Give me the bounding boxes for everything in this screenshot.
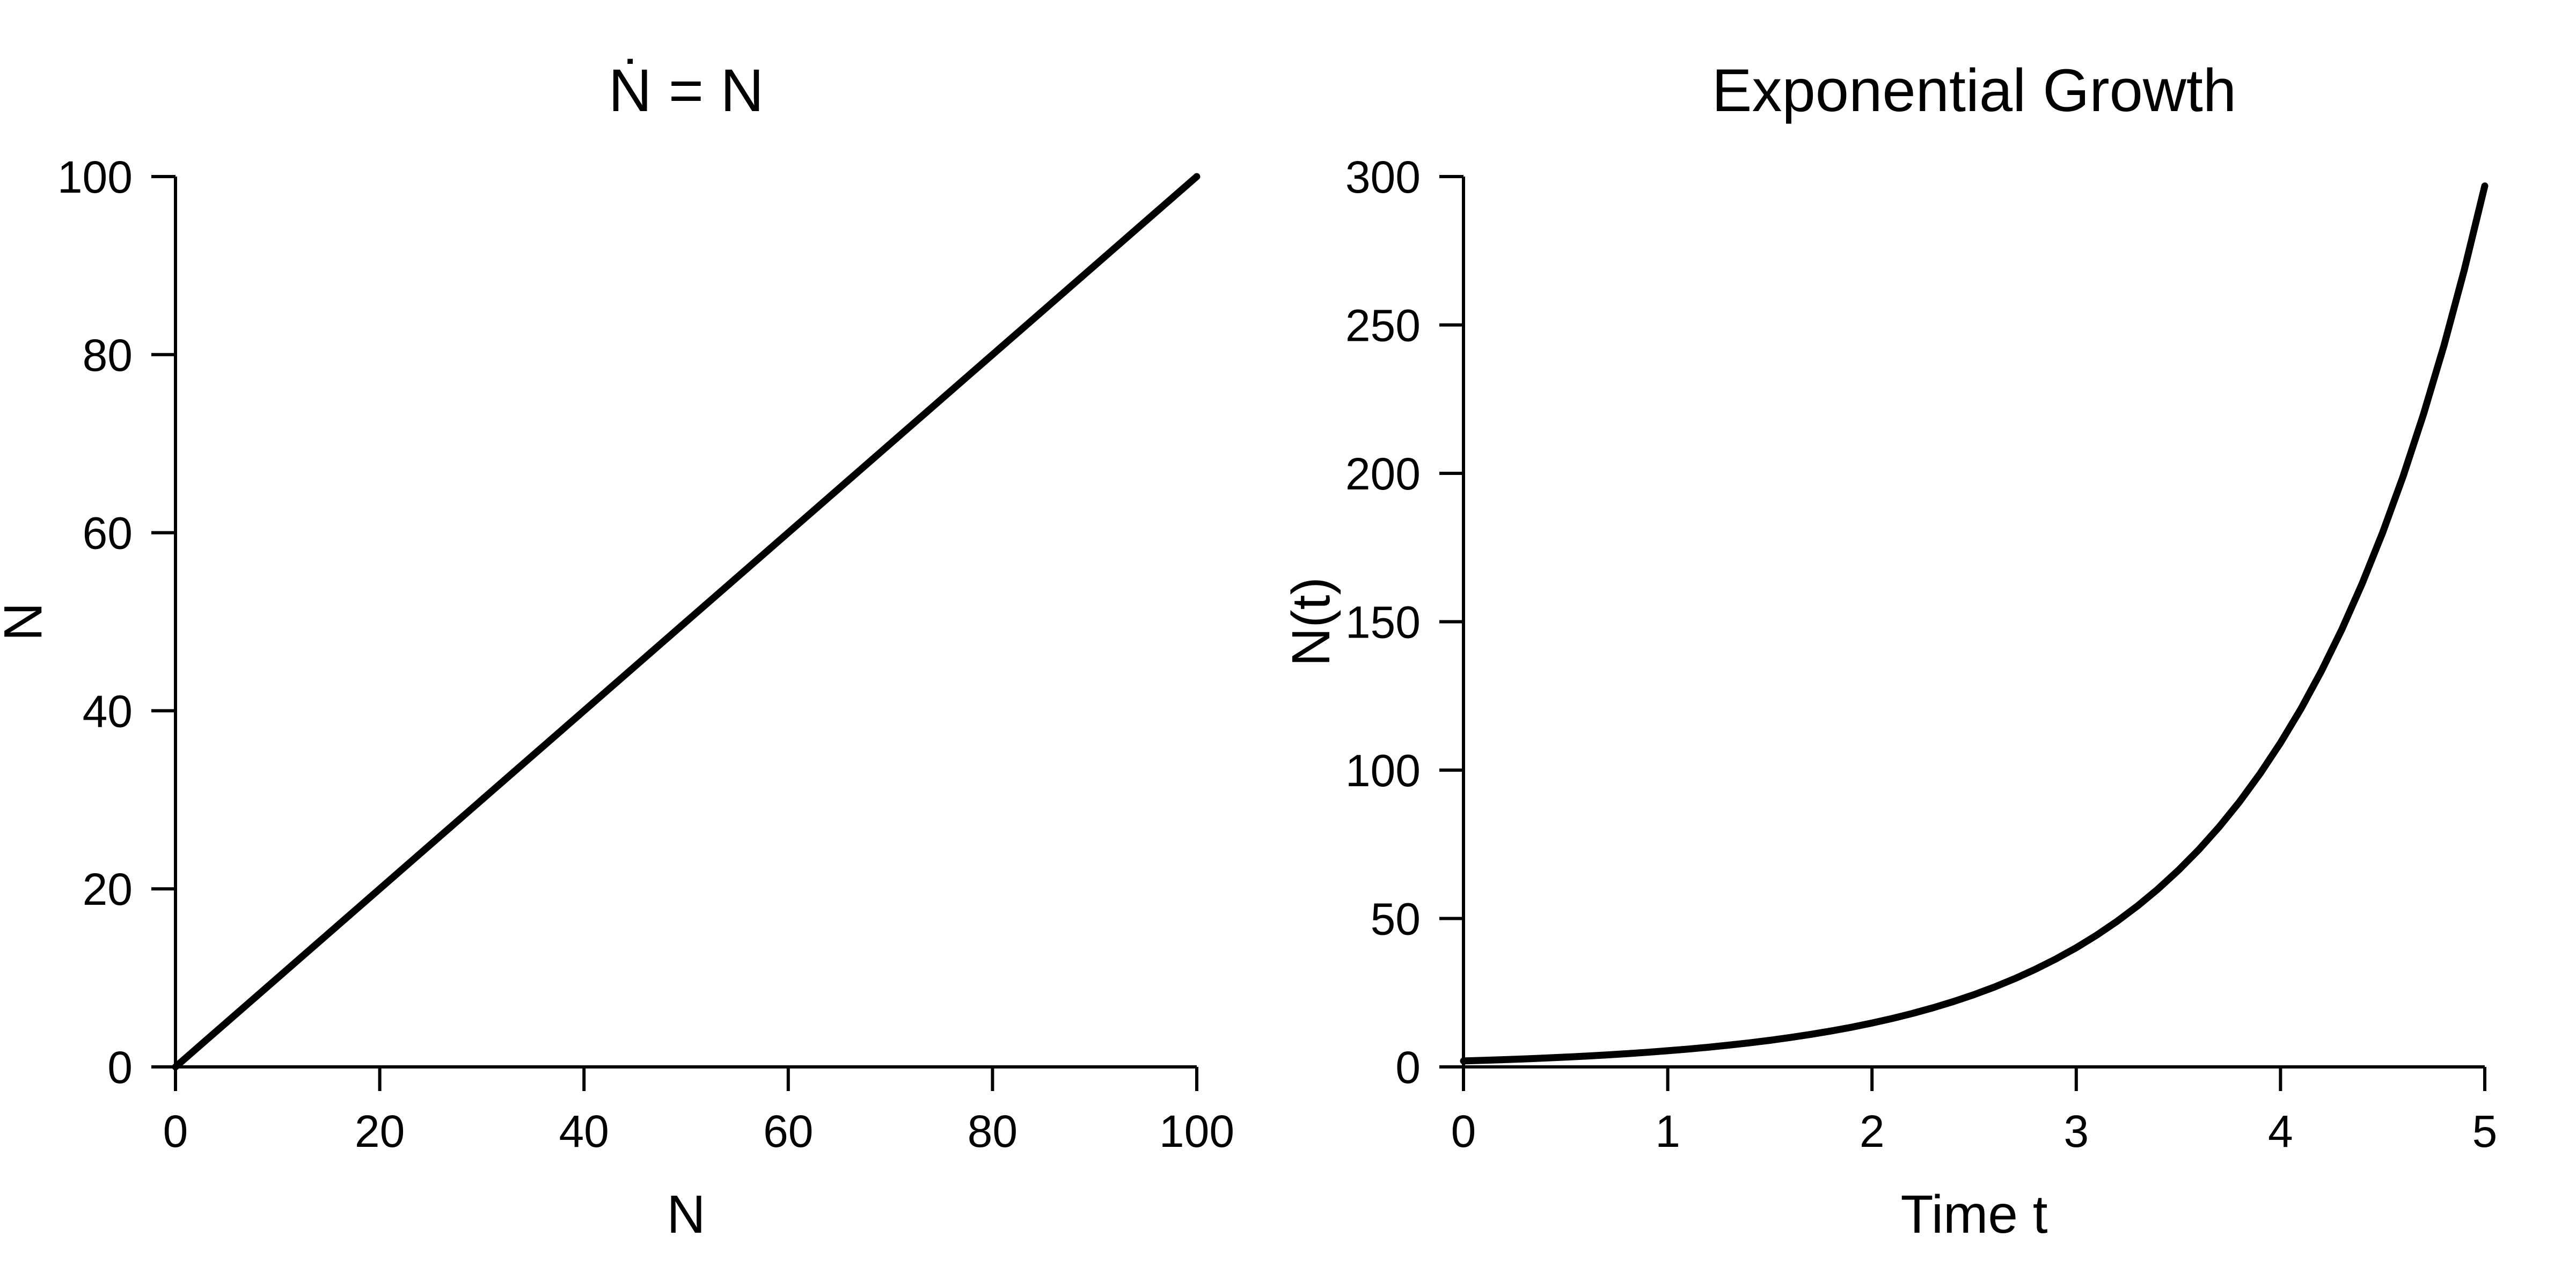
x-tick-label: 20 [355,1106,405,1157]
y-tick-label: 0 [1395,1042,1421,1093]
y-tick-label: 40 [83,686,133,736]
plot-title: Exponential Growth [1712,57,2236,124]
x-axis-label: N [667,1184,705,1245]
plot-left: 0 20 40 60 80 100 0 20 40 60 80 100 Ṅ = N N Ṅ [0,57,1234,1245]
y-tick-label: 20 [83,864,133,914]
y-tick-label: 80 [83,330,133,380]
x-tick-label: 40 [559,1106,609,1157]
y-tick-label: 150 [1345,597,1421,648]
y-tick-label: 0 [107,1042,133,1093]
x-tick-label: 2 [1860,1106,1885,1157]
x-tick-label: 100 [1159,1106,1234,1157]
x-tick-label: 4 [2268,1106,2293,1157]
x-axis-label: Time t [1900,1184,2047,1245]
x-tick-label: 1 [1655,1106,1680,1157]
y-tick-label: 100 [1345,745,1421,796]
x-tick-label: 5 [2472,1106,2498,1157]
plot-title: Ṅ = N [609,57,764,124]
series-line-Ndot-equals-N-line [172,173,1201,1071]
y-tick-label: 200 [1345,449,1421,499]
y-axis-label: Ṅ [0,602,53,641]
y-tick-label: 50 [1371,894,1421,945]
series-line-N-of-t-exponential-curve [1460,182,2489,1065]
x-tick-label: 0 [163,1106,188,1157]
y-axis-label: N(t) [1281,577,1341,667]
y-tick-label: 100 [57,152,133,202]
y-tick-label: 300 [1345,152,1421,202]
x-tick-label: 60 [763,1106,813,1157]
x-tick-label: 0 [1451,1106,1476,1157]
y-tick-label: 60 [83,508,133,559]
x-tick-label: 80 [968,1106,1018,1157]
y-tick-label: 250 [1345,301,1421,351]
x-tick-label: 3 [2063,1106,2089,1157]
